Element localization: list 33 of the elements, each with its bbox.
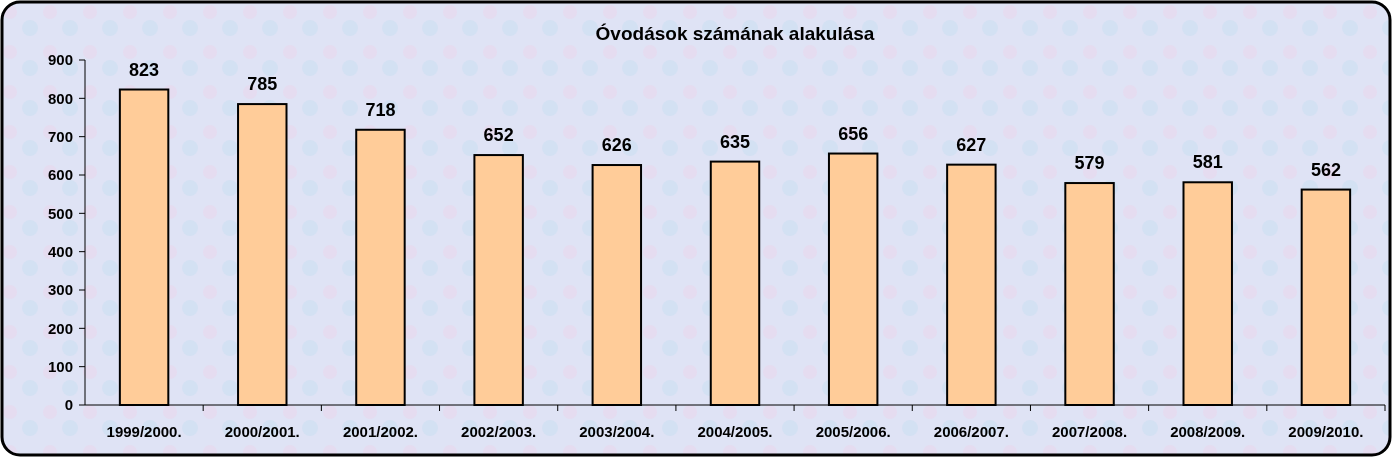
y-tick-label: 0 <box>64 396 73 414</box>
data-label: 718 <box>365 99 396 120</box>
x-tick-label: 2008/2009. <box>1170 423 1246 440</box>
data-label: 626 <box>601 135 632 156</box>
x-tick-label: 2004/2005. <box>697 423 773 440</box>
data-label: 627 <box>956 134 987 155</box>
x-tick-label: 1999/2000. <box>106 423 182 440</box>
y-tick-label: 300 <box>47 281 73 299</box>
data-label: 562 <box>1310 159 1341 180</box>
x-tick-label: 2001/2002. <box>342 423 418 440</box>
data-label: 823 <box>129 59 160 80</box>
x-tick-label: 2000/2001. <box>224 423 300 440</box>
y-tick-label: 700 <box>47 127 73 145</box>
x-tick-label: 2009/2010. <box>1288 423 1364 440</box>
data-label: 785 <box>247 74 278 95</box>
y-tick-label: 600 <box>47 166 73 184</box>
x-tick-label: 2007/2008. <box>1052 423 1128 440</box>
data-label: 656 <box>838 123 869 144</box>
y-tick-label: 100 <box>47 357 73 375</box>
y-tick-label: 900 <box>47 51 73 69</box>
x-tick-label: 2002/2003. <box>461 423 537 440</box>
y-tick-label: 200 <box>47 319 73 337</box>
data-label: 579 <box>1074 153 1105 174</box>
x-tick-label: 2005/2006. <box>815 423 891 440</box>
y-tick-label: 500 <box>47 204 73 222</box>
data-label: 635 <box>719 131 751 152</box>
chart-title: Óvodások számának alakulása <box>595 23 875 44</box>
x-tick-label: 2006/2007. <box>933 423 1009 440</box>
data-label: 581 <box>1192 152 1223 173</box>
x-tick-label: 2003/2004. <box>579 423 655 440</box>
y-tick-label: 400 <box>47 242 73 260</box>
data-label: 652 <box>483 125 514 146</box>
y-tick-label: 800 <box>47 89 73 107</box>
